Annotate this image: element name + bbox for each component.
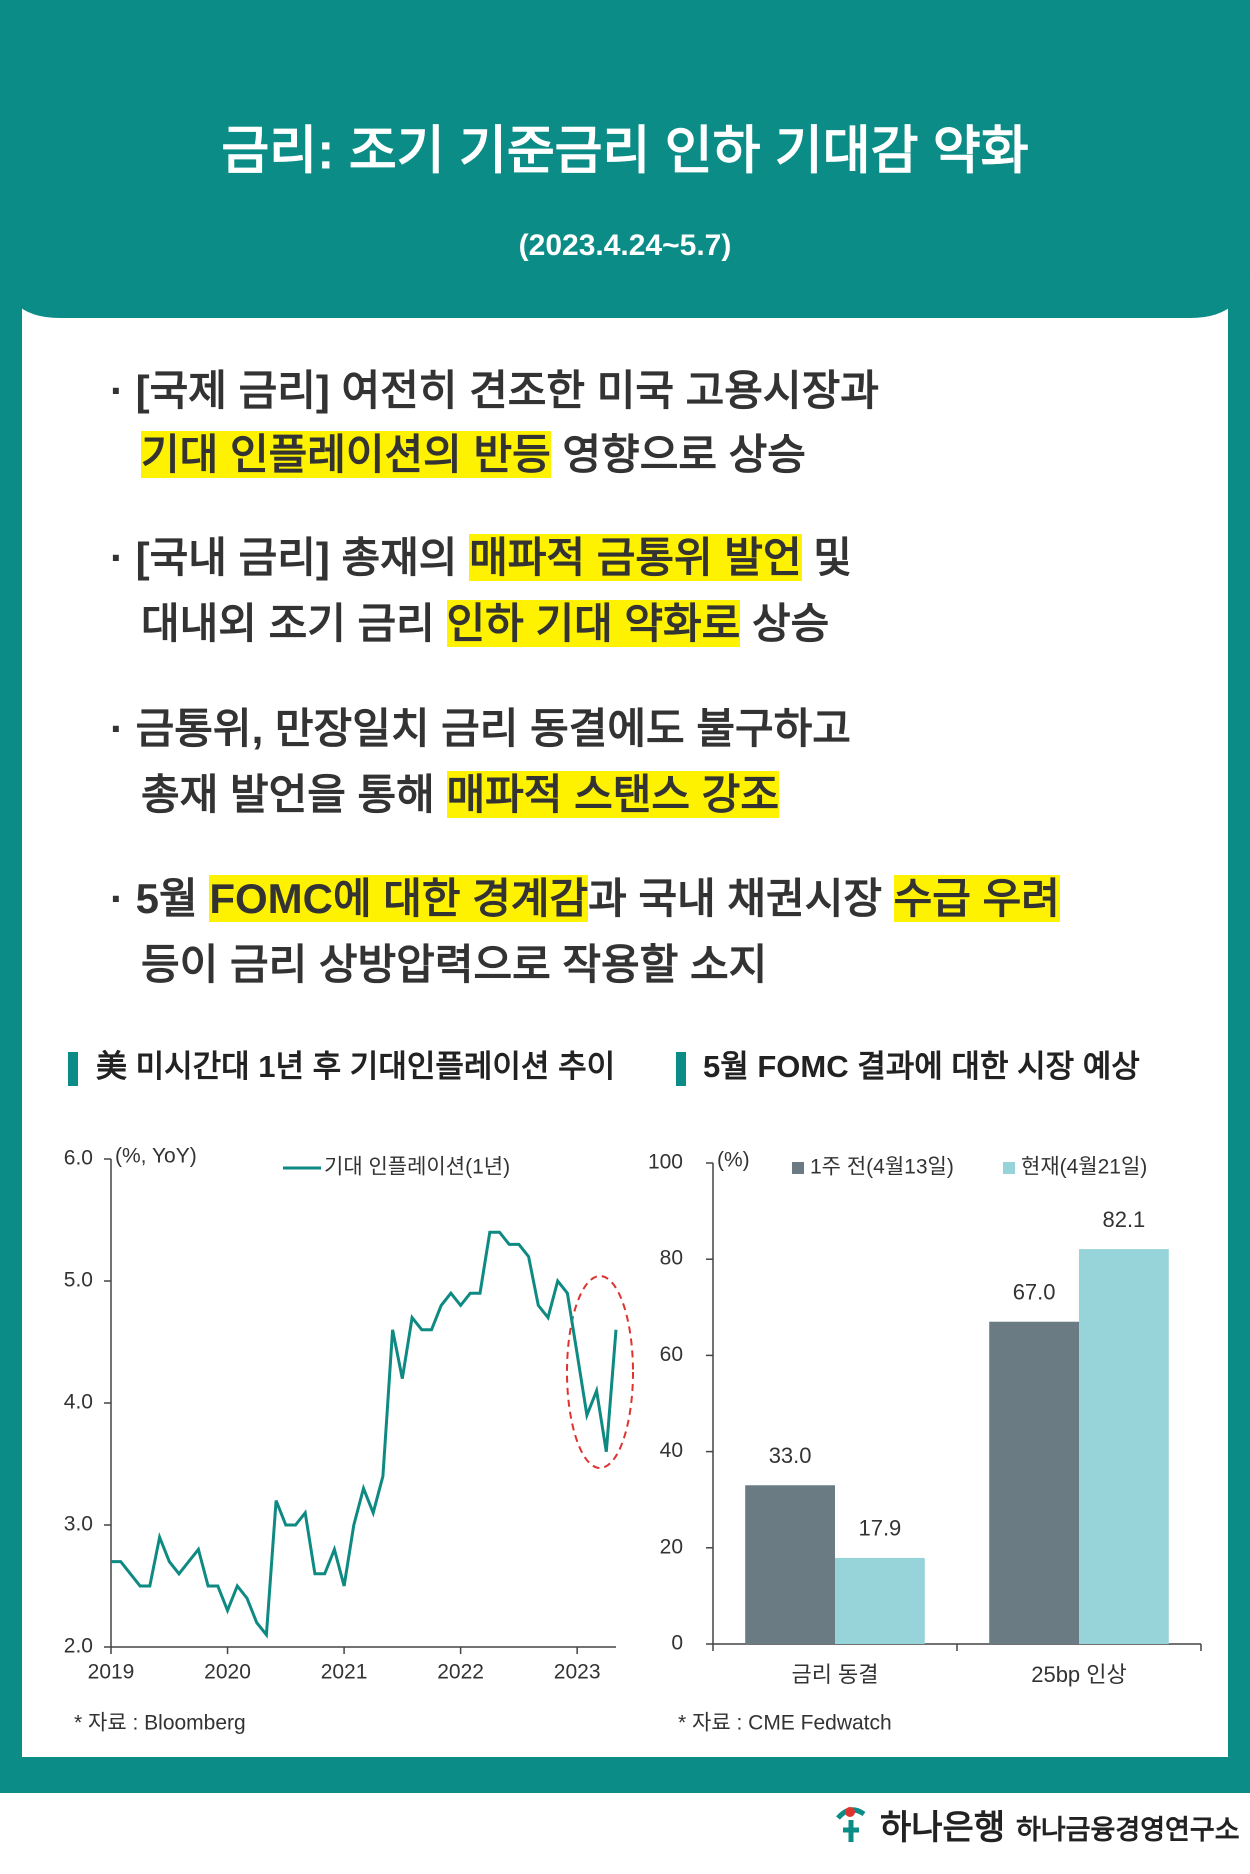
logo-stem bbox=[843, 1820, 859, 1842]
header-band bbox=[0, 0, 1250, 318]
chart-title: 5월 FOMC 결과에 대한 시장 예상 bbox=[703, 1049, 1140, 1084]
text: 대내외 조기 금리 bbox=[141, 600, 447, 647]
y-tick-label: 80 bbox=[660, 1247, 683, 1270]
source-note: * 자료 : Bloomberg bbox=[74, 1712, 246, 1735]
x-tick-label: 금리 동결 bbox=[791, 1662, 878, 1687]
bullet-line: 기대 인플레이션의 반등 영향으로 상승 bbox=[141, 428, 806, 482]
bar-value-label: 67.0 bbox=[1013, 1280, 1056, 1305]
section-marker bbox=[68, 1052, 78, 1086]
text: 영향으로 상승 bbox=[550, 431, 806, 478]
institute-name: 하나금융경영연구소 bbox=[1016, 1815, 1240, 1845]
bullet-line: · 5월 FOMC에 대한 경계감과 국내 채권시장 수급 우려 bbox=[110, 872, 1060, 926]
date: (2023.4.24~5.7) bbox=[519, 229, 732, 262]
y-tick-label: 4.0 bbox=[64, 1391, 93, 1414]
text: 상승 bbox=[740, 600, 830, 647]
y-tick-label: 100 bbox=[648, 1151, 683, 1174]
section-marker bbox=[676, 1052, 686, 1086]
logo-dot bbox=[845, 1807, 855, 1817]
highlight-text: 수급 우려 bbox=[893, 875, 1060, 922]
text: 총재 발언을 통해 bbox=[141, 771, 447, 818]
bullet-line: · 금통위, 만장일치 금리 동결에도 불구하고 bbox=[110, 702, 851, 756]
bullet-line: 등이 금리 상방압력으로 작용할 소지 bbox=[141, 938, 767, 992]
bar bbox=[989, 1321, 1079, 1644]
source-note: * 자료 : CME Fedwatch bbox=[678, 1712, 892, 1735]
bar bbox=[835, 1557, 925, 1644]
bank-name: 하나은행 bbox=[880, 1809, 1005, 1847]
y-tick-label: 0 bbox=[671, 1632, 683, 1655]
text: 과 국내 채권시장 bbox=[588, 875, 894, 922]
highlight-ellipse bbox=[566, 1275, 634, 1469]
y-tick-label: 20 bbox=[660, 1535, 683, 1558]
text: · 5월 bbox=[110, 875, 210, 922]
highlight-text: 기대 인플레이션의 반등 bbox=[141, 431, 551, 478]
bullet-line: 총재 발언을 통해 매파적 스탠스 강조 bbox=[141, 768, 779, 822]
bar-value-label: 17.9 bbox=[858, 1516, 901, 1541]
y-tick-label: 2.0 bbox=[64, 1635, 93, 1658]
x-tick-label: 2022 bbox=[437, 1661, 484, 1684]
y-axis-label: (%) bbox=[717, 1149, 750, 1172]
legend-swatch bbox=[792, 1162, 804, 1174]
text: 및 bbox=[801, 534, 852, 581]
x-tick-label: 2021 bbox=[321, 1661, 368, 1684]
y-tick-label: 60 bbox=[660, 1343, 683, 1366]
bullet-line: · [국제 금리] 여전히 견조한 미국 고용시장과 bbox=[110, 364, 879, 418]
bullet-line: · [국내 금리] 총재의 매파적 금통위 발언 및 bbox=[110, 531, 852, 585]
text: · [국내 금리] 총재의 bbox=[110, 534, 470, 581]
highlight-text: 매파적 스탠스 강조 bbox=[446, 771, 779, 818]
highlight-text: 인하 기대 약화로 bbox=[446, 600, 741, 647]
bar-value-label: 33.0 bbox=[769, 1443, 812, 1468]
highlight-text: FOMC에 대한 경계감 bbox=[209, 875, 589, 922]
x-tick-label: 2020 bbox=[204, 1661, 251, 1684]
bar-value-label: 82.1 bbox=[1102, 1207, 1145, 1232]
text: · [국제 금리] 여전히 견조한 미국 고용시장과 bbox=[110, 367, 879, 414]
x-tick-label: 25bp 인상 bbox=[1031, 1662, 1127, 1687]
logo bbox=[836, 1807, 866, 1842]
title: 금리: 조기 기준금리 인하 기대감 약화 bbox=[221, 123, 1028, 181]
y-tick-label: 5.0 bbox=[64, 1269, 93, 1292]
y-tick-label: 3.0 bbox=[64, 1513, 93, 1536]
legend-label: 현재(4월21일) bbox=[1021, 1156, 1147, 1179]
legend-swatch bbox=[1003, 1162, 1015, 1174]
chart-title: 美 미시간대 1년 후 기대인플레이션 추이 bbox=[96, 1049, 615, 1084]
line-series bbox=[111, 1230, 618, 1639]
x-tick-label: 2023 bbox=[554, 1661, 601, 1684]
y-axis-label: (%, YoY) bbox=[115, 1145, 197, 1168]
highlight-text: 매파적 금통위 발언 bbox=[469, 534, 802, 581]
text: 등이 금리 상방압력으로 작용할 소지 bbox=[141, 941, 768, 988]
x-tick-label: 2019 bbox=[88, 1661, 135, 1684]
bar bbox=[745, 1485, 835, 1644]
legend-label: 1주 전(4월13일) bbox=[810, 1156, 954, 1179]
y-tick-label: 40 bbox=[660, 1439, 683, 1462]
legend-label: 기대 인플레이션(1년) bbox=[324, 1156, 510, 1179]
y-tick-label: 6.0 bbox=[64, 1147, 93, 1170]
bar bbox=[1079, 1249, 1169, 1644]
bullet-line: 대내외 조기 금리 인하 기대 약화로 상승 bbox=[141, 597, 829, 651]
text: · 금통위, 만장일치 금리 동결에도 불구하고 bbox=[110, 705, 851, 752]
footer-band bbox=[0, 1793, 1250, 1874]
